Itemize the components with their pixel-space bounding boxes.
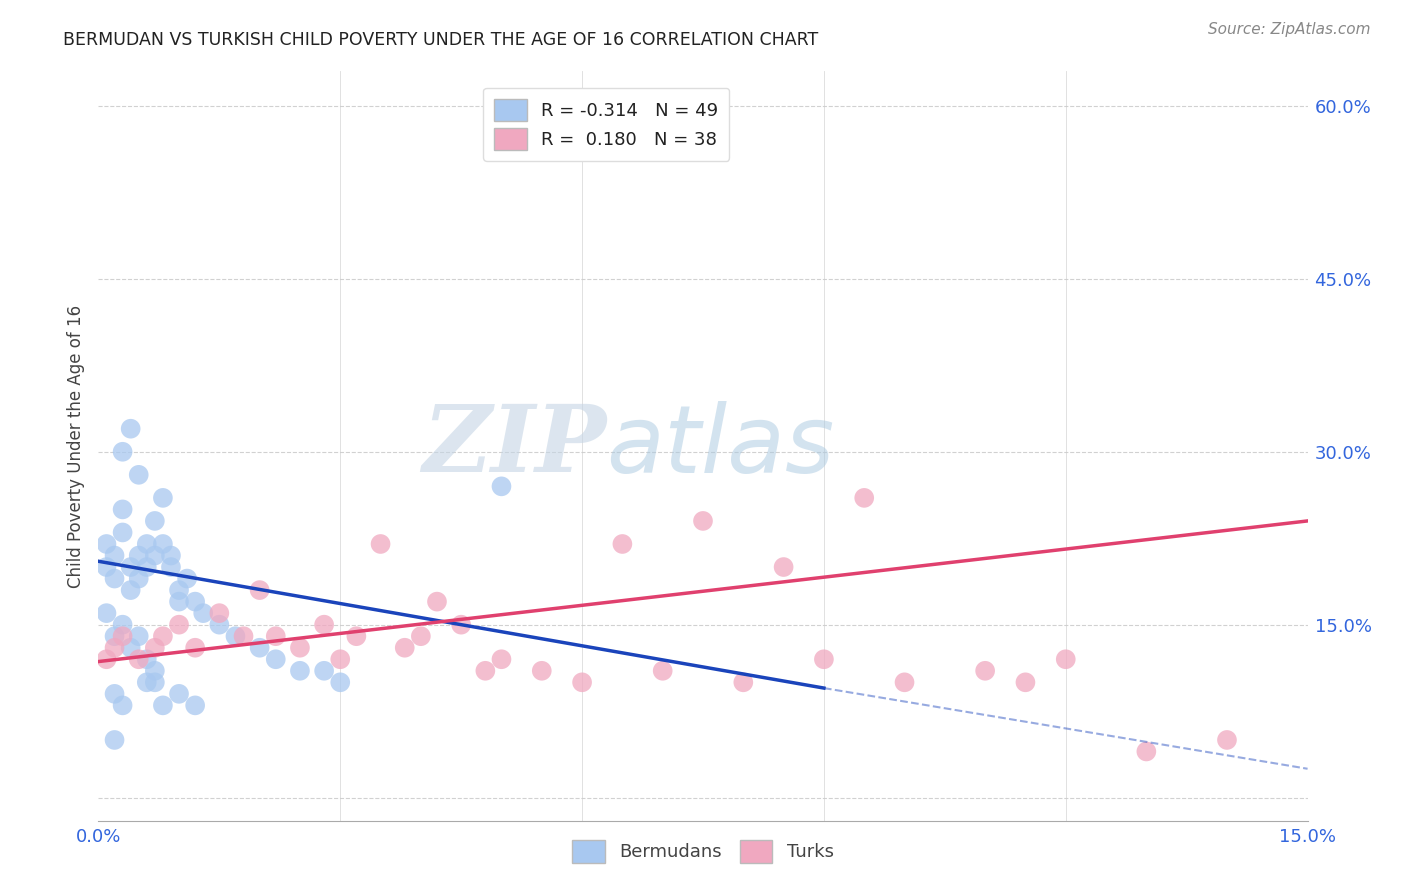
Point [344, 629, 367, 643]
Point [264, 652, 287, 666]
Point [853, 491, 876, 505]
Point [314, 617, 336, 632]
Point [152, 537, 174, 551]
Legend: Bermudans, Turks: Bermudans, Turks [564, 831, 842, 871]
Point [329, 675, 352, 690]
Point [103, 640, 125, 655]
Point [409, 629, 432, 643]
Point [394, 640, 416, 655]
Point [143, 549, 166, 563]
Point [893, 675, 915, 690]
Point [167, 583, 190, 598]
Point [208, 617, 231, 632]
Point [772, 560, 794, 574]
Text: atlas: atlas [606, 401, 835, 491]
Point [120, 560, 142, 574]
Point [128, 549, 150, 563]
Point [249, 583, 271, 598]
Point [103, 733, 125, 747]
Point [176, 572, 198, 586]
Point [143, 664, 166, 678]
Point [111, 525, 134, 540]
Point [96, 560, 118, 574]
Point [135, 675, 157, 690]
Point [184, 640, 207, 655]
Point [103, 549, 125, 563]
Text: BERMUDAN VS TURKISH CHILD POVERTY UNDER THE AGE OF 16 CORRELATION CHART: BERMUDAN VS TURKISH CHILD POVERTY UNDER … [63, 31, 818, 49]
Point [167, 594, 190, 608]
Point [288, 664, 311, 678]
Point [474, 664, 496, 678]
Point [103, 629, 125, 643]
Point [96, 652, 118, 666]
Point [692, 514, 714, 528]
Point [135, 652, 157, 666]
Point [232, 629, 254, 643]
Point [120, 583, 142, 598]
Point [135, 537, 157, 551]
Point [264, 629, 287, 643]
Point [111, 444, 134, 458]
Text: ZIP: ZIP [422, 401, 606, 491]
Point [167, 687, 190, 701]
Point [450, 617, 472, 632]
Point [184, 594, 207, 608]
Point [96, 606, 118, 620]
Point [426, 594, 449, 608]
Point [208, 606, 231, 620]
Point [160, 549, 183, 563]
Point [120, 640, 142, 655]
Point [314, 664, 336, 678]
Point [1135, 744, 1157, 758]
Point [184, 698, 207, 713]
Point [193, 606, 215, 620]
Text: Source: ZipAtlas.com: Source: ZipAtlas.com [1208, 22, 1371, 37]
Point [612, 537, 634, 551]
Point [152, 698, 174, 713]
Point [813, 652, 835, 666]
Point [143, 514, 166, 528]
Point [111, 502, 134, 516]
Point [111, 698, 134, 713]
Point [128, 652, 150, 666]
Point [135, 560, 157, 574]
Point [1014, 675, 1036, 690]
Point [370, 537, 392, 551]
Point [143, 640, 166, 655]
Point [152, 629, 174, 643]
Point [974, 664, 997, 678]
Point [651, 664, 673, 678]
Point [530, 664, 553, 678]
Point [128, 629, 150, 643]
Point [249, 640, 271, 655]
Point [224, 629, 246, 643]
Point [160, 560, 183, 574]
Point [152, 491, 174, 505]
Point [733, 675, 755, 690]
Point [1216, 733, 1239, 747]
Point [491, 652, 513, 666]
Point [128, 572, 150, 586]
Point [111, 629, 134, 643]
Point [143, 675, 166, 690]
Point [103, 687, 125, 701]
Point [491, 479, 513, 493]
Point [167, 617, 190, 632]
Point [128, 467, 150, 482]
Point [1054, 652, 1077, 666]
Point [96, 537, 118, 551]
Point [120, 422, 142, 436]
Point [288, 640, 311, 655]
Point [571, 675, 593, 690]
Y-axis label: Child Poverty Under the Age of 16: Child Poverty Under the Age of 16 [66, 304, 84, 588]
Point [329, 652, 352, 666]
Point [103, 572, 125, 586]
Point [111, 617, 134, 632]
